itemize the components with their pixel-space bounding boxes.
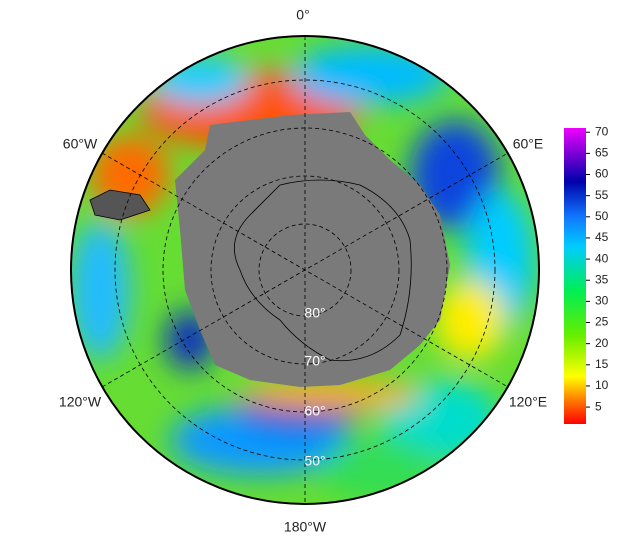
land	[175, 112, 450, 387]
colorbar-tick-label: 30	[595, 294, 609, 308]
colorbar-tick-label: 5	[595, 399, 602, 413]
colorbar-tick-label: 70	[595, 124, 609, 138]
map-border	[70, 35, 540, 505]
colorbar-tick-label: 45	[595, 230, 609, 244]
latitude-label: 50°	[304, 453, 325, 469]
colorbar-tick-label: 55	[595, 188, 609, 202]
field	[71, 36, 539, 504]
latitude-label: 70°	[304, 353, 325, 369]
colorbar	[564, 128, 586, 424]
longitude-label: 0°	[296, 7, 309, 23]
colorbar-tick-label: 65	[595, 146, 609, 160]
colorbar-tick-label: 15	[595, 357, 609, 371]
longitude-label: 60°W	[63, 136, 98, 152]
graticule	[101, 36, 509, 504]
latitude-label: 60°	[304, 403, 325, 419]
colorbar-tick-label: 20	[595, 336, 609, 350]
longitude-label: 180°W	[284, 519, 327, 535]
colorbar-tick-label: 60	[595, 167, 609, 181]
colorbar-tick-label: 50	[595, 209, 609, 223]
colorbar-tick-label: 25	[595, 315, 609, 329]
longitude-label: 120°E	[509, 394, 547, 410]
colorbar-tick-label: 40	[595, 251, 609, 265]
longitude-label: 60°E	[513, 136, 544, 152]
latitude-label: 80°	[304, 305, 325, 321]
colorbar-tick-label: 35	[595, 272, 609, 286]
colorbar-tick-label: 10	[595, 378, 609, 392]
longitude-label: 120°W	[59, 394, 102, 410]
